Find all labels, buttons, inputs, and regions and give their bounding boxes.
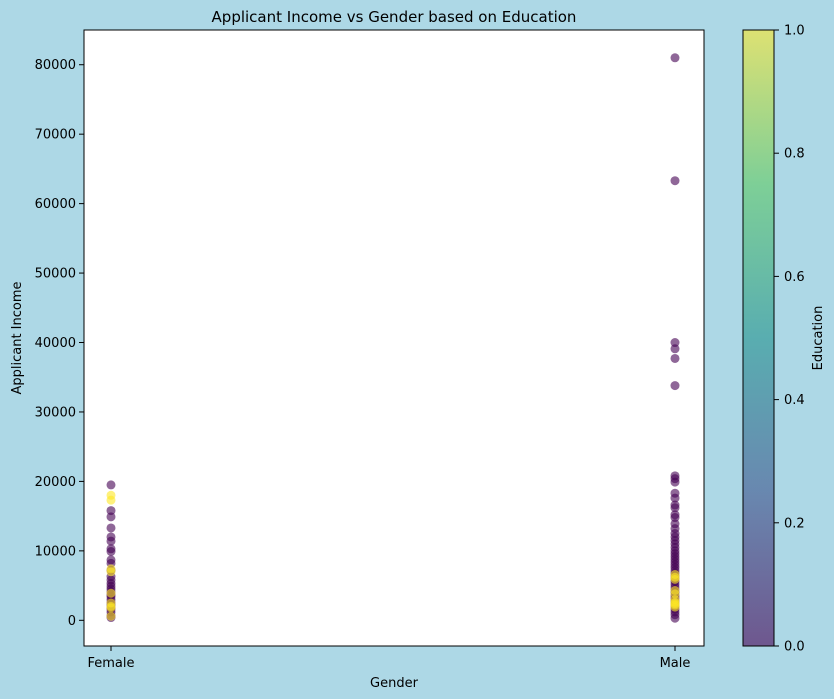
colorbar-tick-label: 1.0 xyxy=(784,24,805,39)
colorbar-label: Education xyxy=(811,306,826,371)
colorbar-tick-label: 0.2 xyxy=(784,516,805,531)
data-point xyxy=(670,338,680,348)
colorbar-tick-label: 0.0 xyxy=(784,640,805,655)
y-tick-label: 0 xyxy=(68,614,76,629)
data-point xyxy=(106,611,116,621)
data-points xyxy=(106,53,680,623)
data-point xyxy=(670,344,680,354)
colorbar-tick-label: 0.8 xyxy=(784,147,805,162)
data-point xyxy=(670,602,680,612)
data-point xyxy=(670,477,680,487)
x-tick-label: Male xyxy=(660,656,691,671)
x-axis: Female Male xyxy=(87,646,690,671)
data-point xyxy=(670,503,680,513)
data-point xyxy=(106,588,116,598)
x-tick-label: Female xyxy=(87,656,134,671)
y-tick-label: 80000 xyxy=(35,58,76,73)
data-point xyxy=(670,53,680,63)
y-tick-label: 50000 xyxy=(35,267,76,282)
data-point xyxy=(670,574,680,584)
data-point xyxy=(670,613,680,623)
y-axis-label: Applicant Income xyxy=(10,281,25,394)
y-tick-label: 20000 xyxy=(35,475,76,490)
y-tick-label: 30000 xyxy=(35,405,76,420)
data-point xyxy=(670,353,680,363)
chart-title: Applicant Income vs Gender based on Educ… xyxy=(212,8,577,26)
y-tick-label: 10000 xyxy=(35,544,76,559)
data-point xyxy=(106,536,116,546)
data-point xyxy=(670,176,680,186)
colorbar-frame xyxy=(742,29,775,647)
colorbar-ticks: 0.0 0.2 0.4 0.6 0.8 1.0 xyxy=(774,24,805,655)
data-point xyxy=(106,547,116,557)
data-point xyxy=(106,495,116,505)
colorbar-tick-label: 0.6 xyxy=(784,270,805,285)
y-tick-label: 60000 xyxy=(35,197,76,212)
y-tick-label: 40000 xyxy=(35,336,76,351)
data-point xyxy=(106,512,116,522)
y-tick-label: 70000 xyxy=(35,128,76,143)
y-axis: 0 10000 20000 30000 40000 50000 60000 70000 8000… xyxy=(35,58,84,629)
data-point xyxy=(106,567,116,577)
data-point xyxy=(670,493,680,503)
colorbar xyxy=(743,30,774,646)
data-point xyxy=(670,381,680,391)
plot-area xyxy=(83,29,705,647)
x-axis-label: Gender xyxy=(370,676,419,691)
data-point xyxy=(106,480,116,490)
data-point xyxy=(106,506,116,516)
data-point xyxy=(670,513,680,523)
data-point xyxy=(106,523,116,533)
colorbar-tick-label: 0.4 xyxy=(784,393,805,408)
data-point xyxy=(106,603,116,613)
